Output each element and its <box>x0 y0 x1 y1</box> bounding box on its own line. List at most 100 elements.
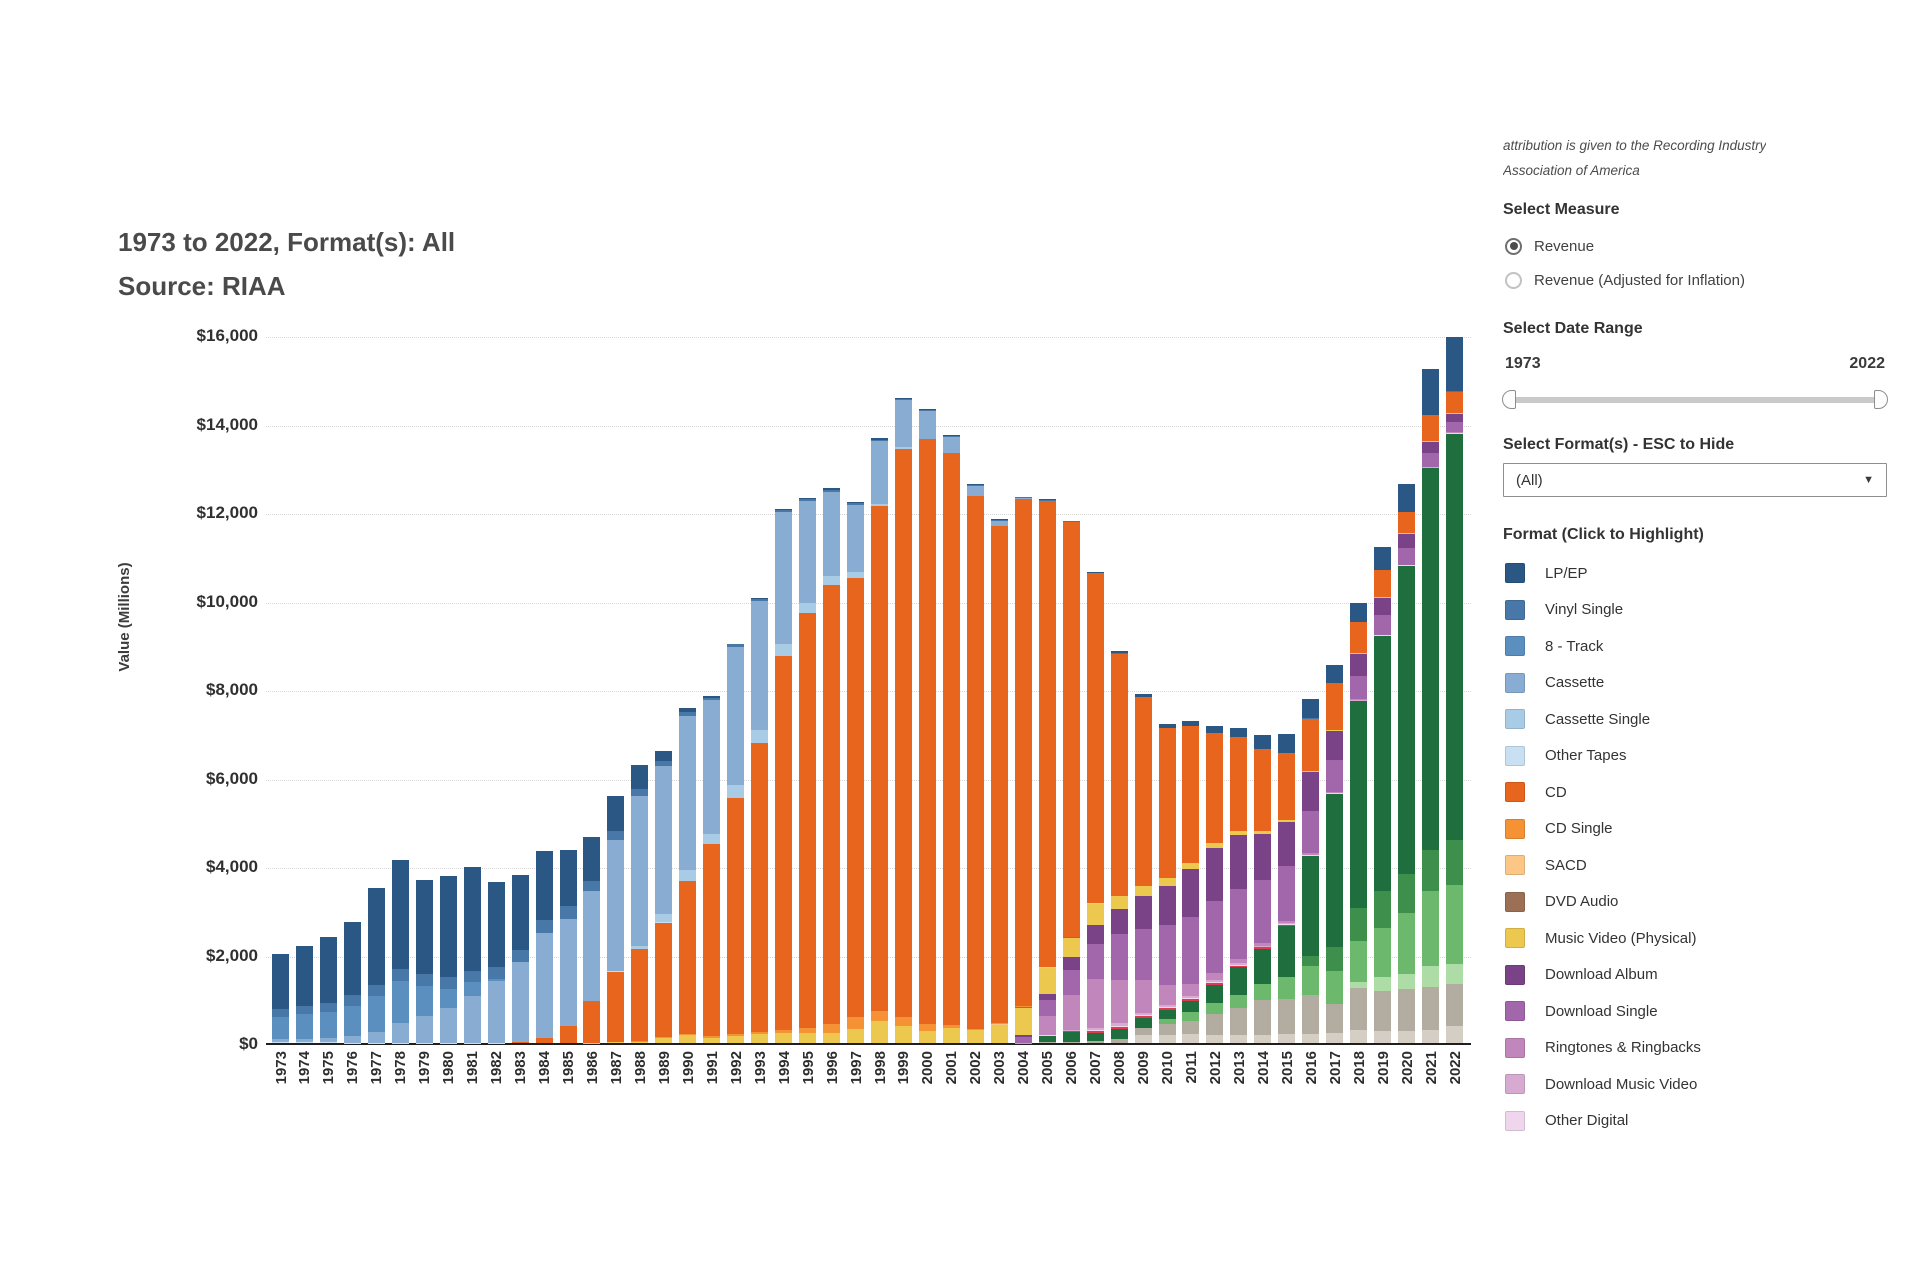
bar-segment-music-video-physical[interactable] <box>990 1025 1008 1043</box>
bar-segment-cd[interactable] <box>1254 748 1272 831</box>
bar-segment-cd[interactable] <box>775 655 793 1031</box>
bar-segment-download-music-video[interactable] <box>1134 1013 1152 1016</box>
bar-segment-8-track[interactable] <box>272 1017 289 1039</box>
bar-segment-soundexchange-distributions[interactable] <box>1110 1038 1128 1043</box>
bar-segment-cd[interactable] <box>1374 569 1392 597</box>
bar-segment-paid-subscription[interactable] <box>1302 856 1320 957</box>
bar-segment-download-single[interactable] <box>1134 928 1152 981</box>
bar-segment-other-digital[interactable] <box>1374 635 1392 636</box>
bar-segment-music-video-physical[interactable] <box>631 1041 649 1043</box>
date-range-slider-track[interactable] <box>1502 390 1888 409</box>
bar-segment-cassette[interactable] <box>1014 498 1032 500</box>
bar-segment-vinyl-single[interactable] <box>272 1008 289 1018</box>
bar-segment-paid-subscription[interactable] <box>1086 1032 1104 1042</box>
bar-segment-cassette[interactable] <box>583 890 601 1002</box>
bar-segment-lp-ep[interactable] <box>823 488 841 491</box>
bar-segment-cassette[interactable] <box>367 1031 385 1043</box>
bar-segment-vinyl-single[interactable] <box>871 439 888 441</box>
bar-segment-paid-subscription[interactable] <box>1422 468 1440 850</box>
bar-segment-cassette[interactable] <box>535 932 553 1039</box>
bar-segment-kiosk[interactable] <box>1230 965 1248 968</box>
bar-segment-soundexchange-distributions[interactable] <box>1086 1041 1104 1043</box>
bar-segment-cassette[interactable] <box>847 504 865 572</box>
bar-segment-download-music-video[interactable] <box>1278 922 1296 924</box>
bar-segment-music-video-physical[interactable] <box>1446 412 1464 414</box>
bar-segment-soundexchange-distributions[interactable] <box>1350 988 1368 1031</box>
bar-segment-cd[interactable] <box>559 1025 577 1043</box>
bar-segment-cd-single[interactable] <box>823 1024 841 1033</box>
bar-segment-cd-single[interactable] <box>894 1016 912 1027</box>
measure-option-revenue[interactable]: Revenue <box>1505 235 1594 257</box>
bar-segment-cassette[interactable] <box>942 437 960 454</box>
bar-segment-vinyl-single[interactable] <box>439 976 457 989</box>
bar-segment-lp-ep[interactable] <box>1374 547 1392 570</box>
bar-segment-cassette-single[interactable] <box>703 834 721 845</box>
bar-segment-lp-ep[interactable] <box>966 484 984 486</box>
bar-segment-download-single[interactable] <box>1278 866 1296 921</box>
bar-segment-8-track[interactable] <box>391 980 409 1023</box>
bar-segment-on-demand-streaming-ad-supported[interactable] <box>1230 995 1248 1009</box>
bar-segment-lp-ep[interactable] <box>439 875 457 977</box>
bar-segment-cd-single[interactable] <box>990 1023 1008 1024</box>
bar-segment-cd[interactable] <box>823 584 841 1025</box>
bar-segment-on-demand-streaming-ad-supported[interactable] <box>1398 912 1416 974</box>
bar-segment-on-demand-streaming-ad-supported[interactable] <box>1326 970 1344 1004</box>
bar-segment-cd-single[interactable] <box>655 1037 673 1038</box>
bar-segment-vinyl-single[interactable] <box>847 502 865 505</box>
bar-segment-download-single[interactable] <box>1158 924 1176 986</box>
bar-segment-other-digital[interactable] <box>1422 467 1440 469</box>
bar-segment-download-album[interactable] <box>1398 533 1416 548</box>
bar-segment-cd[interactable] <box>1326 683 1344 730</box>
legend-item-vinyl-single[interactable]: Vinyl Single <box>1505 592 1623 628</box>
bar-segment-cd[interactable] <box>1062 521 1080 937</box>
bar-segment-vinyl-single[interactable] <box>727 644 745 648</box>
bar-segment-synchronization[interactable] <box>1302 1033 1320 1043</box>
bar-segment-synchronization[interactable] <box>1446 1026 1464 1043</box>
bar-segment-cassette[interactable] <box>295 1038 313 1043</box>
bar-segment-lp-ep[interactable] <box>1062 520 1080 522</box>
bar-segment-download-single[interactable] <box>1206 901 1224 974</box>
bar-segment-vinyl-single[interactable] <box>583 880 601 891</box>
bar-segment-cassette-single[interactable] <box>775 643 793 656</box>
bar-segment-lp-ep[interactable] <box>583 837 601 881</box>
bar-segment-vinyl-single[interactable] <box>535 919 553 933</box>
bar-segment-on-demand-streaming-ad-supported[interactable] <box>1278 976 1296 999</box>
bar-segment-cd[interactable] <box>871 505 888 1012</box>
legend-item-dvd-audio[interactable]: DVD Audio <box>1505 884 1618 920</box>
bar-segment-other-tapes[interactable] <box>272 1042 289 1043</box>
bar-segment-music-video-physical[interactable] <box>1182 863 1200 870</box>
bar-segment-download-album[interactable] <box>1422 441 1440 454</box>
bar-segment-other-tapes[interactable] <box>295 1042 313 1043</box>
bar-segment-soundexchange-distributions[interactable] <box>1158 1023 1176 1035</box>
bar-segment-music-video-physical[interactable] <box>607 1042 625 1043</box>
bar-segment-vinyl-single[interactable] <box>679 712 697 717</box>
legend-item-cassette-single[interactable]: Cassette Single <box>1505 701 1650 737</box>
bar-segment-soundexchange-distributions[interactable] <box>1254 1000 1272 1035</box>
bar-segment-vinyl-single[interactable] <box>415 974 433 987</box>
bar-segment-other-ad-supported-streaming[interactable] <box>1398 973 1416 990</box>
bar-segment-lp-ep[interactable] <box>319 937 337 1003</box>
bar-segment-cassette[interactable] <box>319 1038 337 1043</box>
bar-segment-paid-subscription[interactable] <box>1230 967 1248 996</box>
legend-item-cd[interactable]: CD <box>1505 774 1567 810</box>
bar-segment-cd-single[interactable] <box>751 1031 769 1034</box>
bar-segment-download-album[interactable] <box>1230 834 1248 890</box>
bar-segment-cassette-single[interactable] <box>823 576 841 585</box>
bar-segment-paid-subscription[interactable] <box>1374 635 1392 891</box>
bar-segment-music-video-physical[interactable] <box>1326 729 1344 732</box>
bar-segment-cd-single[interactable] <box>1086 902 1104 904</box>
bar-segment-cd[interactable] <box>1302 718 1320 771</box>
bar-segment-vinyl-single[interactable] <box>655 760 673 766</box>
bar-segment-cassette[interactable] <box>631 796 649 947</box>
bar-segment-download-single[interactable] <box>1182 916 1200 985</box>
bar-segment-soundexchange-distributions[interactable] <box>1398 989 1416 1032</box>
bar-segment-cassette[interactable] <box>559 918 577 1026</box>
bar-segment-download-music-video[interactable] <box>1254 945 1272 947</box>
bar-segment-cd[interactable] <box>583 1001 601 1043</box>
bar-segment-vinyl-single[interactable] <box>703 697 721 701</box>
bar-segment-cassette[interactable] <box>799 501 817 603</box>
bar-segment-8-track[interactable] <box>439 988 457 1009</box>
bar-segment-music-video-physical[interactable] <box>918 1030 936 1043</box>
bar-segment-ringtones-ringbacks[interactable] <box>1206 973 1224 981</box>
bar-segment-cassette[interactable] <box>1038 500 1056 502</box>
